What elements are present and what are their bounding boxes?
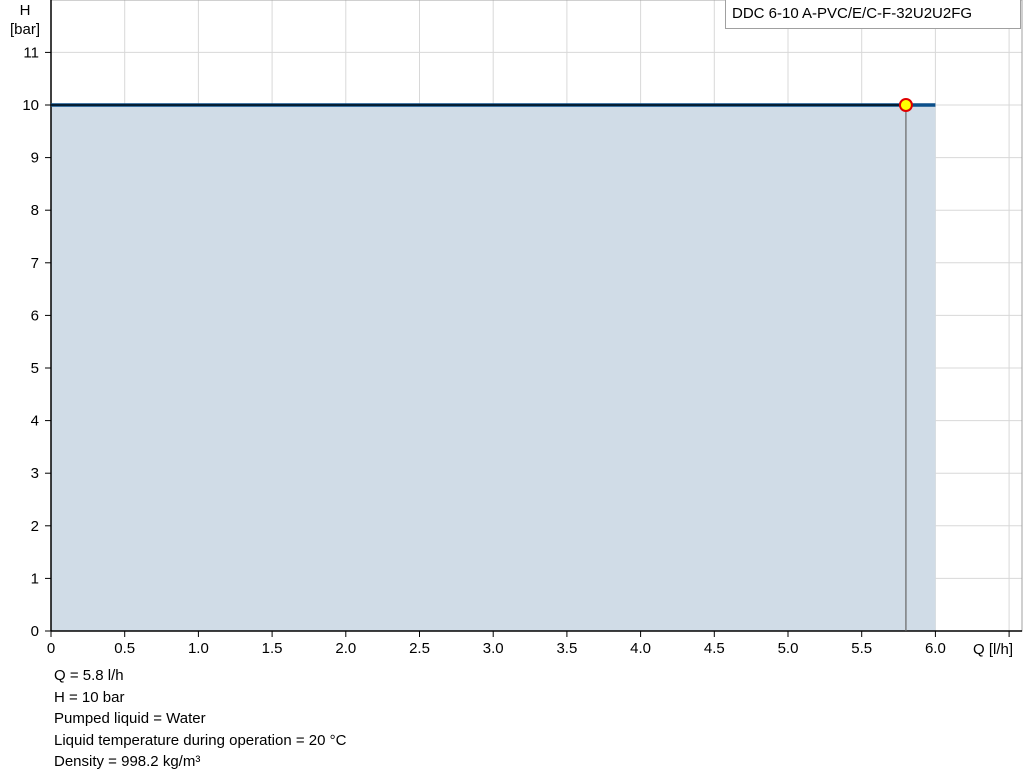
x-tick-label: 3.0 — [483, 640, 504, 657]
y-tick-label: 10 — [22, 97, 39, 114]
y-tick-label: 3 — [31, 465, 39, 482]
legend: DDC 6-10 A-PVC/E/C-F-32U2U2FG — [725, 0, 1021, 29]
x-tick-label: 1.0 — [188, 640, 209, 657]
info-liquid: Pumped liquid = Water — [54, 710, 206, 727]
x-tick-label: 6.0 — [925, 640, 946, 657]
y-axis-label-h: H — [20, 2, 31, 19]
info-head: H = 10 bar — [54, 688, 125, 706]
x-tick-label: 4.5 — [704, 640, 725, 657]
y-tick-label: 2 — [31, 518, 39, 535]
operating-range-area — [51, 105, 936, 631]
x-tick-label: 1.5 — [262, 640, 283, 657]
x-tick-label: 2.5 — [409, 640, 430, 657]
x-tick-label: 3.5 — [556, 640, 577, 657]
legend-entry: DDC 6-10 A-PVC/E/C-F-32U2U2FG — [732, 5, 973, 22]
operating-info: Q = 5.8 l/h H = 10 bar Pumped liquid = W… — [54, 665, 346, 773]
y-tick-label: 4 — [31, 413, 39, 430]
y-tick-label: 0 — [31, 623, 39, 640]
operating-point-marker — [898, 98, 913, 112]
y-tick-label: 7 — [31, 255, 39, 272]
y-tick-label: 1 — [31, 570, 39, 587]
x-axis-label: Q [l/h] — [973, 641, 1013, 658]
info-temperature: Liquid temperature during operation = 20… — [54, 731, 347, 749]
x-tick-label: 5.0 — [778, 640, 799, 657]
y-tick-label: 6 — [31, 307, 39, 324]
y-tick-label: 5 — [31, 360, 39, 377]
x-tick-label: 4.0 — [630, 640, 651, 657]
x-tick-label: 2.0 — [335, 640, 356, 657]
y-tick-label: 9 — [31, 150, 39, 167]
x-tick-label: 0 — [47, 640, 55, 657]
y-tick-label: 8 — [31, 202, 39, 219]
y-axis-label-unit: [bar] — [10, 21, 40, 38]
y-tick-label: 11 — [23, 44, 39, 61]
x-tick-label: 5.5 — [851, 640, 872, 657]
info-flow: Q = 5.8 l/h — [54, 667, 124, 684]
info-density: Density = 998.2 kg/m³ — [54, 753, 201, 770]
x-tick-label: 0.5 — [114, 640, 135, 657]
